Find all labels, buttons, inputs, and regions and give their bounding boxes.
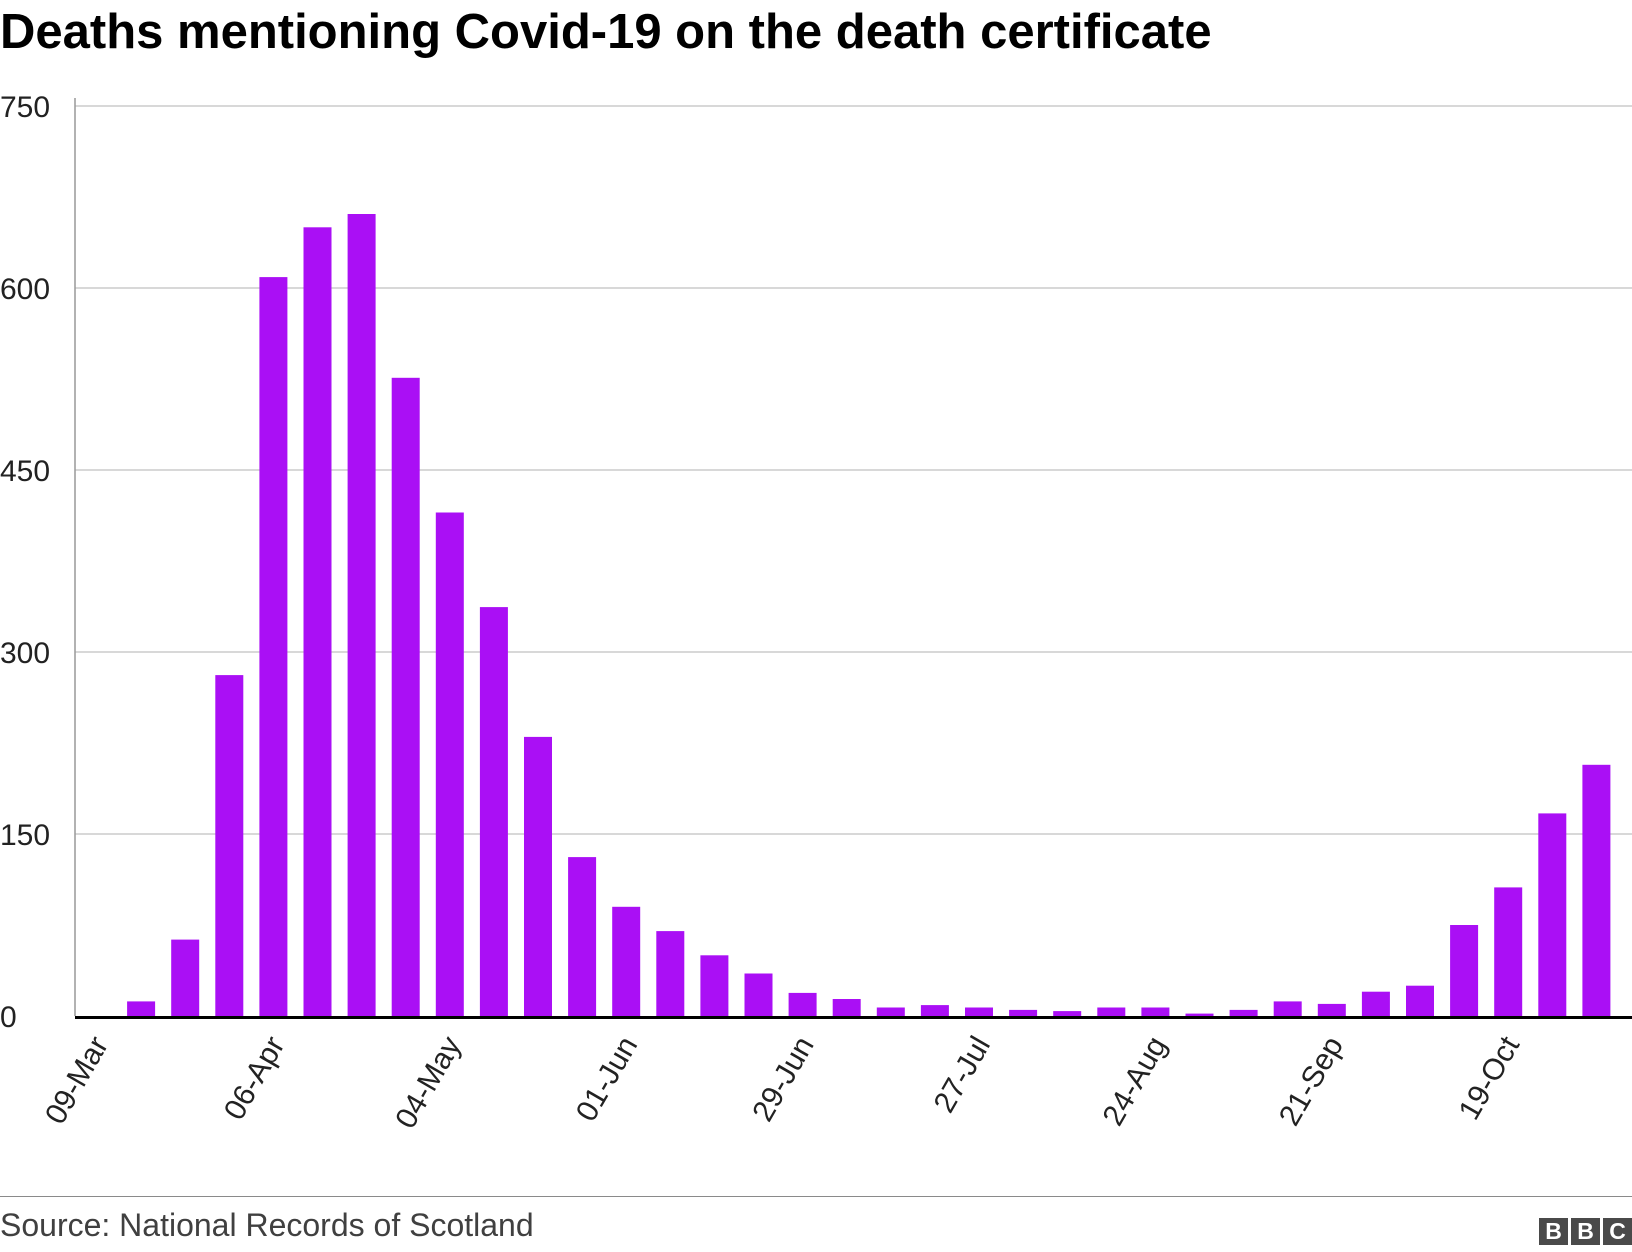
y-axis-tick-labels: 0 150 300 450 600 750 xyxy=(0,91,50,1034)
bar-24-Aug xyxy=(1141,1007,1170,1016)
bar-13-Apr xyxy=(303,227,332,1017)
x-tick-label: 21-Sep xyxy=(1273,1031,1350,1131)
x-axis-tick-labels: 09-Mar 06-Apr 04-May 01-Jun 29-Jun 27-Jul 24-A… xyxy=(39,1030,1527,1134)
chart-title: Deaths mentioning Covid-19 on the death … xyxy=(0,5,1212,59)
bar-20-Apr xyxy=(347,214,376,1016)
bar-17-Aug xyxy=(1097,1007,1126,1016)
bar-18-May xyxy=(524,736,552,1016)
y-tick-label: 0 xyxy=(0,1001,17,1034)
bar-21-Sep xyxy=(1317,1003,1346,1016)
bar-30-Mar xyxy=(215,675,244,1016)
bar-07-Sep xyxy=(1229,1009,1258,1016)
bbc-logo-letter: B xyxy=(1571,1218,1600,1245)
bar-12-Oct xyxy=(1450,925,1479,1016)
y-tick-label: 750 xyxy=(0,91,50,124)
bar-27-Apr xyxy=(391,377,420,1016)
bbc-logo: B B C xyxy=(1539,1218,1632,1245)
x-tick-label: 29-Jun xyxy=(746,1031,820,1127)
bar-08-Jun xyxy=(656,931,685,1016)
bar-03-Aug xyxy=(1009,1009,1038,1016)
bar-10-Aug xyxy=(1053,1011,1082,1016)
x-tick-label: 04-May xyxy=(389,1031,468,1134)
bar-23-Mar xyxy=(171,939,200,1016)
bar-05-Oct xyxy=(1406,985,1434,1016)
source-divider xyxy=(0,1196,1632,1197)
bar-chart: 0 150 300 450 600 750 09-Mar 06-Apr 04-May 01-Ju… xyxy=(0,91,1632,1134)
x-tick-label: 19-Oct xyxy=(1453,1030,1527,1125)
bar-04-May xyxy=(435,512,464,1016)
bar-25-May xyxy=(568,857,597,1016)
bar-26-Oct xyxy=(1538,813,1567,1016)
y-tick-label: 600 xyxy=(0,273,50,306)
x-tick-label: 24-Aug xyxy=(1097,1031,1174,1131)
bar-11-May xyxy=(479,607,508,1016)
bar-31-Aug xyxy=(1185,1013,1214,1016)
bar-06-Jul xyxy=(832,999,861,1016)
bar-14-Sep xyxy=(1273,1001,1302,1016)
bar-20-Jul xyxy=(920,1005,949,1016)
bar-22-Jun xyxy=(744,973,773,1016)
bars xyxy=(127,214,1611,1017)
x-tick-label: 01-Jun xyxy=(570,1031,644,1127)
source-note: Source: National Records of Scotland xyxy=(0,1207,534,1243)
bbc-logo-letter: C xyxy=(1603,1218,1632,1245)
bar-01-Jun xyxy=(612,906,641,1016)
bar-27-Jul xyxy=(965,1007,993,1016)
bar-28-Sep xyxy=(1361,991,1390,1016)
bar-06-Apr xyxy=(259,277,288,1017)
bar-29-Jun xyxy=(788,992,817,1016)
x-tick-label: 06-Apr xyxy=(218,1031,292,1125)
y-tick-label: 450 xyxy=(0,455,50,488)
bar-16-Mar xyxy=(127,1001,156,1016)
x-tick-label: 09-Mar xyxy=(39,1031,115,1130)
gridlines xyxy=(75,105,1632,835)
y-tick-label: 300 xyxy=(0,637,50,670)
x-tick-label: 27-Jul xyxy=(928,1031,997,1118)
bar-19-Oct xyxy=(1494,887,1523,1016)
bar-15-Jun xyxy=(700,955,729,1016)
bar-13-Jul xyxy=(876,1007,905,1016)
y-tick-label: 150 xyxy=(0,819,50,852)
bbc-logo-letter: B xyxy=(1539,1218,1568,1245)
bar-02-Nov xyxy=(1582,764,1611,1016)
